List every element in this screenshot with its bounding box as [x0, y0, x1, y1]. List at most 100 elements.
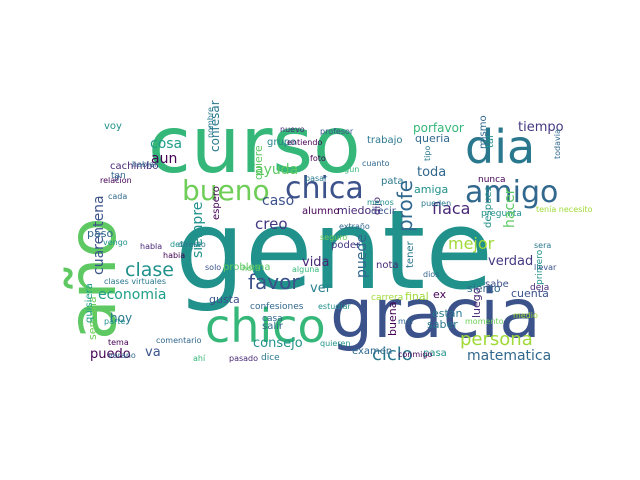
- cloud-word: hacer: [502, 188, 518, 228]
- cloud-word: algun: [337, 165, 359, 174]
- cloud-word: todavia: [553, 129, 562, 159]
- cloud-word: alumno: [302, 206, 339, 217]
- cloud-word: habla: [140, 242, 162, 251]
- cloud-word: habia: [163, 251, 185, 260]
- cloud-word: cosa: [150, 136, 182, 152]
- cloud-word: caso: [262, 193, 294, 209]
- cloud-word: nuevo: [280, 125, 305, 134]
- cloud-word: siempre: [190, 202, 206, 258]
- cloud-word: nunca: [478, 175, 506, 185]
- cloud-word: pasado: [229, 354, 258, 363]
- cloud-word: decir: [371, 206, 397, 217]
- cloud-word: parte: [104, 317, 125, 326]
- cloud-word: curso: [148, 101, 361, 191]
- cloud-word: pueden: [421, 199, 451, 208]
- cloud-word: espero: [211, 186, 222, 220]
- cloud-word: vida: [302, 255, 330, 270]
- cloud-word: luego: [470, 287, 483, 318]
- cloud-word: directo: [178, 240, 206, 249]
- cloud-word: clases virtuales: [104, 277, 166, 286]
- cloud-word: hora: [242, 264, 260, 273]
- cloud-word: cada: [108, 192, 127, 201]
- cloud-word: carrera: [371, 293, 403, 303]
- cloud-word: seguro: [320, 233, 347, 242]
- cloud-word: queria: [415, 132, 450, 145]
- cloud-word: puedo: [90, 347, 131, 362]
- cloud-word: quisiera: [84, 283, 95, 323]
- cloud-word: ahí: [193, 354, 206, 363]
- cloud-word: amigo: [465, 175, 558, 210]
- cloud-word: dice: [261, 353, 280, 363]
- cloud-word: mejor: [448, 234, 495, 253]
- cloud-word: final: [405, 290, 429, 303]
- cloud-word: hoy: [110, 311, 132, 325]
- cloud-word: casa: [262, 314, 283, 324]
- cloud-word: chico: [205, 299, 326, 353]
- cloud-word: pata: [381, 176, 404, 187]
- cloud-word: estudiar: [318, 302, 352, 311]
- cloud-word: nota: [376, 260, 399, 271]
- cloud-word: verano: [108, 351, 136, 360]
- cloud-word: dios: [423, 270, 439, 279]
- cloud-word: gracia: [330, 275, 541, 354]
- cloud-word: gusta: [209, 293, 240, 306]
- cloud-word: primero: [535, 249, 545, 285]
- cloud-word: profe: [393, 180, 417, 232]
- cloud-word: puede: [354, 234, 370, 278]
- cloud-word: tema: [108, 338, 129, 347]
- cloud-word: voy: [104, 121, 122, 132]
- cloud-word: confesiones: [250, 302, 304, 312]
- cloud-word: menos: [367, 198, 394, 207]
- cloud-word: solo: [205, 263, 221, 272]
- cloud-word: buena: [386, 302, 399, 336]
- cloud-word: cuanto: [362, 159, 390, 168]
- cloud-word: bueno: [182, 174, 270, 207]
- cloud-word: sabe: [485, 279, 509, 290]
- cloud-word: siento: [467, 282, 501, 295]
- cloud-word: flaca: [432, 199, 470, 218]
- cloud-word: salir: [262, 321, 284, 332]
- cloud-word: extraño: [339, 222, 370, 231]
- cloud-word: comentario: [156, 336, 202, 345]
- cloud-word: medio: [513, 311, 538, 320]
- cloud-word: grupo: [267, 137, 296, 148]
- cloud-word: paso: [87, 227, 113, 240]
- cloud-word: quiere: [252, 145, 265, 180]
- cloud-word: consejo: [253, 336, 303, 351]
- cloud-word: chica: [285, 171, 364, 206]
- cloud-word: gente: [175, 186, 493, 314]
- cloud-word: miedo: [337, 204, 372, 217]
- cloud-word: porfavor: [413, 121, 464, 135]
- cloud-word: ciclo: [372, 344, 413, 365]
- cloud-word: clase: [125, 259, 174, 281]
- cloud-word: confesar: [208, 100, 222, 152]
- cloud-word: cachimbo: [110, 161, 158, 172]
- cloud-word: economia: [98, 287, 166, 303]
- cloud-word: momento: [465, 317, 504, 326]
- cloud-word: quieren: [320, 339, 350, 348]
- cloud-word: año: [54, 217, 131, 340]
- cloud-word: ex: [433, 288, 447, 301]
- cloud-word: debería: [170, 240, 201, 249]
- cloud-word: llevar: [534, 263, 557, 272]
- cloud-word: persona: [460, 329, 533, 350]
- cloud-word: verdad: [488, 254, 533, 269]
- cloud-word: amiga: [414, 183, 448, 196]
- cloud-word: ver: [310, 281, 332, 296]
- cloud-word: saber: [427, 318, 458, 331]
- cloud-word: tan: [111, 171, 126, 181]
- cloud-word: conmigo: [398, 350, 432, 359]
- cloud-word: trabajo: [367, 135, 403, 146]
- cloud-word: profesor: [320, 127, 354, 136]
- cloud-word: dia: [465, 120, 535, 174]
- cloud-word: aun: [151, 151, 177, 167]
- cloud-word: cuarentena: [91, 195, 107, 275]
- cloud-word: vengo: [103, 238, 128, 247]
- cloud-word: cuenta: [511, 287, 549, 300]
- cloud-word: foto: [310, 154, 326, 163]
- cloud-word: relacion: [100, 176, 132, 185]
- cloud-word: hablar: [132, 160, 158, 169]
- cloud-word: tener: [405, 240, 416, 268]
- cloud-word: pregunta: [481, 209, 522, 219]
